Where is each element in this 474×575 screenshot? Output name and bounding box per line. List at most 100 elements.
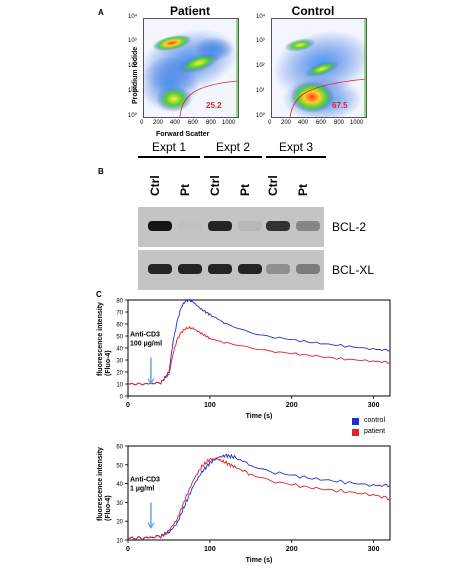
stimulus-annotation: Anti-CD3 1 µg/ml [130, 477, 160, 493]
x-tick-label: 300 [368, 546, 380, 553]
series-line-patient [127, 326, 391, 386]
x-tick-label: 100 [204, 546, 216, 553]
blot-strip-bcl2 [138, 207, 324, 247]
y-tick-label: 20 [116, 520, 123, 526]
flow-y-tick: 10² [128, 63, 137, 69]
flow-x-tick: 1000 [350, 120, 364, 126]
stimulus-annotation-line: Anti-CD3 [130, 477, 160, 484]
series-line-patient [127, 457, 391, 541]
experiment-bar-3 [266, 156, 326, 158]
flow-x-tick: 400 [298, 120, 309, 126]
legend-swatch-control [352, 418, 359, 425]
blot-strip-bclxl [138, 250, 324, 290]
y-tick-label: 20 [116, 371, 123, 377]
flow-y-tick: 10⁴ [128, 14, 138, 20]
x-tick-label: 100 [204, 402, 216, 409]
blot-bclxl-svg [148, 264, 320, 274]
flow-x-tick: 0 [268, 120, 272, 126]
y-axis-label-line: fluorescence intensity [97, 447, 104, 521]
flow-x-tick: 600 [188, 120, 199, 126]
plot-frame [127, 445, 391, 541]
series-line-control [127, 453, 391, 541]
x-axis-label: Time (s) [246, 413, 273, 420]
legend-swatch-patient [352, 429, 359, 436]
y-tick-label: 40 [116, 482, 123, 488]
y-tick-label: 40 [116, 347, 123, 353]
flow-y-tick: 10³ [256, 38, 265, 44]
flow-x-axis-label: Forward Scatter [156, 131, 210, 138]
experiment-label-3: Expt 3 [278, 140, 314, 154]
flow-plot-patient [143, 18, 239, 118]
flow-x-tick: 400 [170, 120, 181, 126]
blot-band [148, 264, 172, 274]
y-tick-label: 10 [116, 539, 123, 545]
stimulus-arrow-head [147, 378, 155, 385]
stimulus-arrow-head [147, 522, 155, 530]
blot-band [296, 221, 320, 231]
lane-label: Pt [296, 184, 310, 196]
flow-y-tick: 10⁰ [256, 113, 266, 119]
y-tick-label: 50 [116, 463, 123, 469]
stimulus-annotation: Anti-CD3 100 µg/ml [130, 331, 162, 347]
x-tick-label: 200 [286, 546, 298, 553]
flow-y-tick: 10¹ [128, 88, 137, 94]
y-axis-label-line: (Fluo-4) [105, 350, 112, 376]
y-tick-label: 50 [116, 335, 123, 341]
band-label-bclxl: BCL-XL [332, 263, 375, 277]
blot-band [148, 221, 172, 231]
flow-x-tick: 800 [206, 120, 217, 126]
blot-band [208, 221, 232, 231]
y-axis-label: fluorescence intensity(Fluo-4) [97, 447, 112, 521]
experiment-label-1: Expt 1 [151, 140, 187, 154]
blot-band [178, 264, 202, 274]
flow-x-tick: 800 [334, 120, 345, 126]
trace-chart-2-svg: 0 100 200 300 10 20 30 40 50 60 Time (s) fluorescen… [97, 445, 391, 564]
blot-bcl2-svg [148, 221, 320, 231]
flow-x-tick: 1000 [222, 120, 236, 126]
flow-gate-value-patient: 25.2 [206, 101, 222, 110]
panel-c-letter: C [96, 290, 102, 299]
blot-band [238, 221, 262, 231]
trace-chart-1: 0 100 200 300 0 10 20 30 40 50 60 70 80 Time (s) fluor… [97, 296, 400, 426]
x-tick-label: 0 [126, 546, 130, 553]
lane-label: Ctrl [148, 175, 162, 196]
flow-y-axis-label-text: Propidium Iodide [132, 46, 139, 104]
stimulus-annotation-line: 1 µg/ml [130, 486, 154, 493]
flow-x-tick: 200 [153, 120, 164, 126]
flow-x-tick: 600 [316, 120, 327, 126]
panel-b-letter: B [98, 167, 104, 176]
band-label-bcl2: BCL-2 [332, 220, 367, 234]
x-tick-label: 200 [286, 402, 298, 409]
y-tick-label: 80 [116, 299, 123, 305]
flow-x-tick: 200 [281, 120, 292, 126]
plot-frame [127, 299, 391, 397]
panel-a-letter: A [98, 8, 104, 17]
lane-label: Pt [238, 184, 252, 196]
x-axis-label: Time (s) [246, 557, 273, 564]
trace-chart-1-svg: 0 100 200 300 0 10 20 30 40 50 60 70 80 Time (s) fluor… [97, 298, 391, 420]
experiment-bar-2 [204, 156, 262, 158]
flow-x-tick: 0 [140, 120, 144, 126]
stimulus-annotation-line: 100 µg/ml [130, 340, 162, 347]
blot-band [266, 264, 290, 274]
y-tick-label: 60 [116, 323, 123, 329]
flow-plot-patient-svg [144, 19, 238, 117]
flow-y-tick: 10⁰ [128, 113, 138, 119]
series-line-control [127, 298, 391, 386]
flow-y-tick: 10¹ [256, 88, 265, 94]
y-axis-label-line: (Fluo-4) [105, 495, 112, 521]
flow-y-tick: 10³ [128, 38, 137, 44]
stimulus-annotation-line: Anti-CD3 [130, 331, 160, 338]
lane-label: Pt [178, 184, 192, 196]
y-tick-label: 10 [116, 383, 123, 389]
y-axis-label-line: fluorescence intensity [97, 302, 104, 376]
lane-label: Ctrl [208, 175, 222, 196]
legend-label-control: control [364, 417, 386, 424]
blot-band [208, 264, 232, 274]
flow-plot-control-svg [272, 19, 366, 117]
experiment-label-2: Expt 2 [215, 140, 251, 154]
lane-label: Ctrl [266, 175, 280, 196]
flow-y-tick: 10² [256, 63, 265, 69]
legend-label-patient: patient [364, 428, 386, 435]
flow-plot-title-patient: Patient [169, 4, 210, 18]
